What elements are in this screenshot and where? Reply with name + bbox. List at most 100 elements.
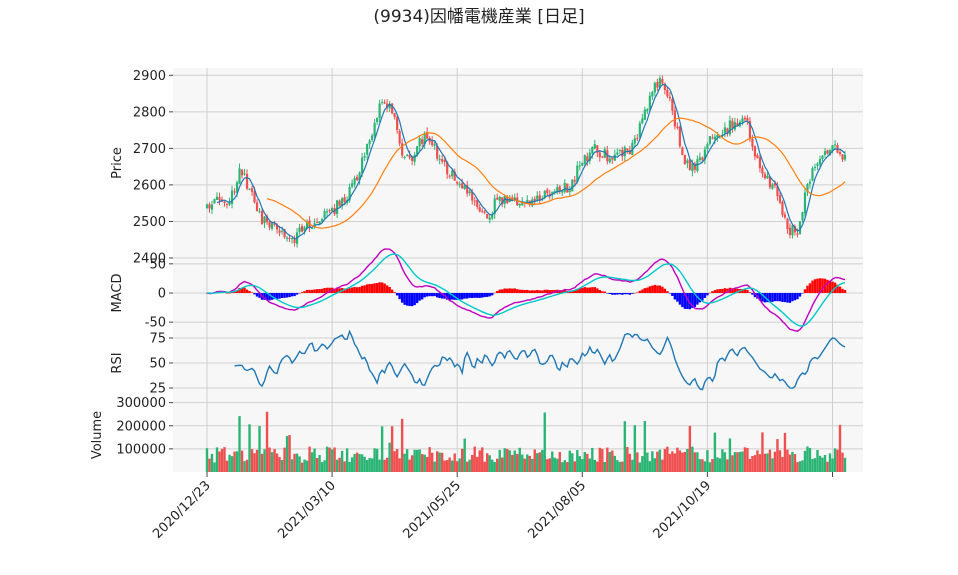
volume-bar xyxy=(733,452,737,472)
candle-body xyxy=(593,144,596,149)
macd-histogram-bar xyxy=(375,283,379,293)
volume-bar xyxy=(631,459,634,472)
volume-bar xyxy=(573,461,576,472)
volume-bar xyxy=(763,453,767,472)
candle-body xyxy=(213,199,216,204)
volume-bar xyxy=(638,462,642,472)
volume-bar xyxy=(253,453,256,472)
candle-body xyxy=(651,92,654,97)
volume-bar xyxy=(428,447,431,472)
candle-body xyxy=(756,155,759,159)
candle-body xyxy=(431,141,434,146)
candle-body xyxy=(841,154,844,160)
volume-bar xyxy=(656,451,659,472)
macd-histogram-bar xyxy=(651,285,654,293)
candle-body xyxy=(776,186,779,197)
volume-bar xyxy=(653,458,657,472)
candle-body xyxy=(743,117,747,120)
volume-bar xyxy=(293,453,296,472)
candle-body xyxy=(471,191,474,201)
volume-bar xyxy=(643,421,647,472)
volume-bar xyxy=(636,452,639,472)
volume-bar xyxy=(438,452,441,472)
volume-bar xyxy=(746,447,749,472)
volume-bar xyxy=(546,459,549,472)
volume-bar xyxy=(676,447,679,472)
macd-histogram-bar xyxy=(498,289,501,293)
macd-histogram-bar xyxy=(438,293,441,299)
candle-body xyxy=(488,217,491,220)
volume-bar xyxy=(556,458,559,472)
macd-histogram-bar xyxy=(298,292,301,294)
macd-histogram-bar xyxy=(348,288,351,293)
candle-body xyxy=(401,143,404,156)
candle-body xyxy=(240,169,244,176)
macd-histogram-bar xyxy=(583,287,586,293)
macd-histogram-bar xyxy=(648,286,652,293)
candle-body xyxy=(258,211,261,213)
volume-bar xyxy=(443,460,446,472)
volume-bar xyxy=(566,462,569,472)
macd-histogram-bar xyxy=(688,293,692,310)
volume-bar xyxy=(358,454,361,472)
candle-body xyxy=(543,190,546,198)
macd-histogram-bar xyxy=(681,293,684,308)
volume-bar xyxy=(723,452,727,472)
volume-bar xyxy=(756,450,759,472)
candle-body xyxy=(278,230,281,233)
volume-bar xyxy=(205,448,209,472)
volume-bar xyxy=(741,451,744,472)
price-tick-label: 2700 xyxy=(133,142,166,157)
macd-histogram-bar xyxy=(563,290,566,293)
macd-histogram-bar xyxy=(808,283,812,293)
candle-body xyxy=(233,191,236,193)
x-axis-tick-label: 2021/08/05 xyxy=(526,478,590,542)
macd-histogram-bar xyxy=(496,290,499,293)
volume-bar xyxy=(220,448,224,472)
candle-body xyxy=(556,187,559,192)
macd-histogram-bar xyxy=(350,287,354,293)
candle-body xyxy=(716,135,719,138)
volume-bar xyxy=(461,448,464,472)
candle-body xyxy=(748,120,752,139)
macd-histogram-bar xyxy=(458,293,461,300)
candle-body xyxy=(443,160,446,163)
macd-histogram-bar xyxy=(683,293,687,309)
volume-bar xyxy=(698,459,702,472)
volume-bar xyxy=(320,462,324,472)
chart-title: (9934)因幡電機産業 [日足] xyxy=(373,7,585,27)
volume-bar xyxy=(508,450,511,472)
candle-body xyxy=(723,127,727,134)
volume-bar xyxy=(288,435,291,472)
macd-histogram-bar xyxy=(418,293,421,301)
candle-body xyxy=(526,199,529,202)
candle-body xyxy=(761,167,764,174)
macd-histogram-bar xyxy=(300,292,304,293)
macd-histogram-bar xyxy=(596,288,599,293)
candle-body xyxy=(563,182,566,193)
candle-body xyxy=(478,207,481,212)
macd-histogram-bar xyxy=(461,293,464,300)
volume-bar xyxy=(521,454,524,472)
candle-body xyxy=(758,157,762,169)
volume-bar xyxy=(228,454,231,472)
macd-histogram-bar xyxy=(611,293,614,295)
macd-histogram-bar xyxy=(706,293,709,296)
volume-bar xyxy=(768,449,772,472)
macd-histogram-bar xyxy=(841,288,844,293)
macd-histogram-bar xyxy=(518,289,521,293)
macd-histogram-bar xyxy=(273,293,276,300)
macd-histogram-bar xyxy=(425,293,429,297)
candle-body xyxy=(393,113,396,118)
volume-bar xyxy=(721,449,724,472)
volume-bar xyxy=(240,450,244,472)
volume-bar xyxy=(235,451,239,472)
candle-body xyxy=(721,134,724,136)
macd-histogram-bar xyxy=(240,287,244,293)
candle-body xyxy=(608,158,611,163)
volume-bar xyxy=(623,421,627,472)
macd-histogram-bar xyxy=(243,287,246,293)
volume-bar xyxy=(576,450,579,472)
macd-histogram-bar xyxy=(503,288,506,293)
